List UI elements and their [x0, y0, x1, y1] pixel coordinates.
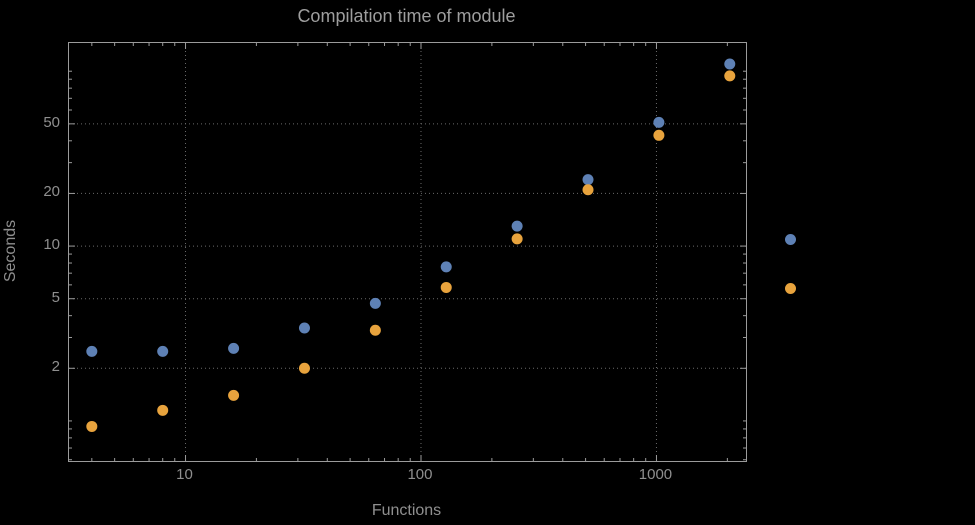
point-series-1-blue-x4 — [86, 345, 98, 357]
point-series-2-orange-x2048 — [724, 70, 736, 82]
point-series-2-orange-x8 — [157, 404, 169, 416]
point-series-1-blue-x128 — [440, 261, 452, 273]
point-series-2-orange-x64 — [369, 324, 381, 336]
y-tick-label-5: 5 — [51, 288, 60, 306]
point-series-2-orange-x128 — [440, 281, 452, 293]
x-tick-label-10: 10 — [176, 466, 193, 483]
point-series-1-blue-x8 — [157, 345, 169, 357]
x-axis-label: Functions — [371, 502, 442, 519]
y-tick-label-50: 50 — [43, 113, 60, 131]
plot-canvas — [69, 43, 746, 461]
point-series-2-orange-x1024 — [653, 129, 665, 141]
chart-title: Compilation time of module — [297, 6, 516, 26]
point-series-2-orange-x4 — [86, 420, 98, 432]
point-series-1-blue-x1024 — [653, 116, 665, 128]
point-series-2-orange-x256 — [511, 233, 523, 245]
y-tick-label-20: 20 — [43, 183, 60, 201]
y-tick-label-2: 2 — [51, 358, 60, 376]
point-series-1-blue-x32 — [298, 322, 310, 334]
x-tick-label-1000: 1000 — [638, 466, 673, 483]
plot-area — [68, 42, 747, 462]
y-tick-label-10: 10 — [43, 236, 60, 254]
point-series-1-blue-x512 — [582, 174, 594, 186]
legend-marker-series-1-blue — [785, 234, 796, 245]
point-series-2-orange-x32 — [298, 362, 310, 374]
point-series-2-orange-x16 — [228, 389, 240, 401]
legend-marker-series-2-orange — [785, 283, 796, 294]
point-series-1-blue-x256 — [511, 220, 523, 232]
point-series-2-orange-x512 — [582, 184, 594, 196]
x-tick-label-100: 100 — [407, 466, 433, 483]
point-series-1-blue-x16 — [228, 342, 240, 354]
point-series-1-blue-x64 — [369, 297, 381, 309]
point-series-1-blue-x2048 — [724, 58, 736, 70]
